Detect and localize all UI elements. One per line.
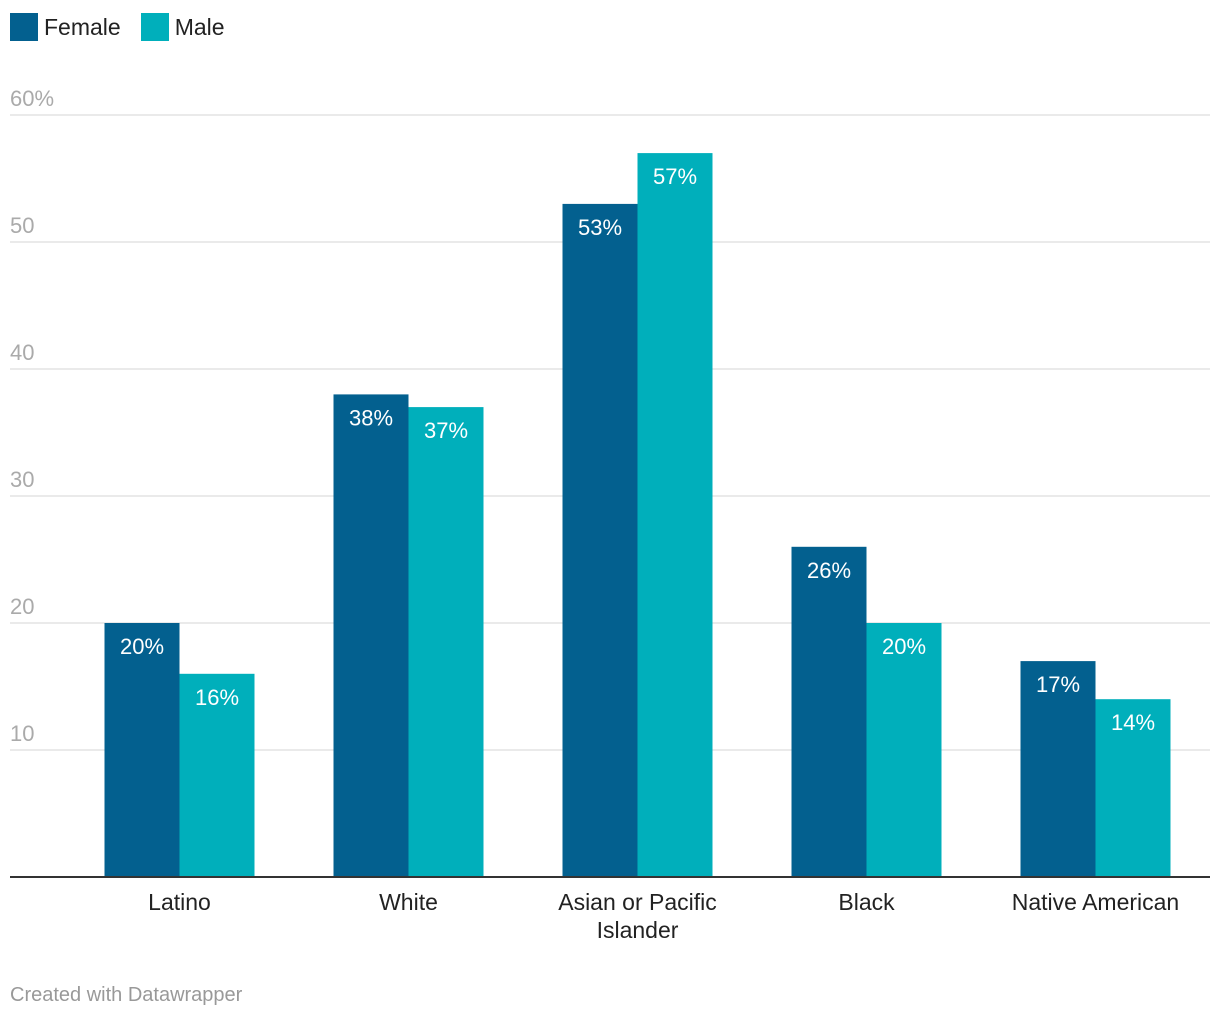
data-label: 17% [1036,672,1080,697]
y-tick-label: 30 [10,467,34,492]
bar [408,407,484,877]
bar [637,153,713,878]
bar [179,673,255,877]
x-tick-label: Asian or Pacific [558,889,717,915]
bar [1020,661,1096,877]
x-tick-label: Latino [148,889,211,915]
data-label: 20% [882,634,926,659]
y-tick-label: 50 [10,213,34,238]
legend-label-male: Male [174,13,225,40]
y-tick-label: 60% [10,86,54,111]
legend-item-female: Female [10,13,121,41]
bar [562,203,638,877]
bar [1095,699,1171,877]
bar [333,394,409,877]
data-label: 16% [195,685,239,710]
data-label: 37% [424,418,468,443]
x-tick-label: Black [838,889,895,915]
legend-swatch-male [140,13,169,41]
x-tick-label: Islander [597,917,679,943]
data-label: 26% [807,558,851,583]
bar [866,623,942,877]
bar [791,546,867,877]
data-label: 53% [578,215,622,240]
legend: Female Male [10,12,245,42]
y-tick-label: 40 [10,340,34,365]
y-tick-label: 20 [10,594,34,619]
legend-item-male: Male [140,13,225,41]
data-label: 14% [1111,710,1155,735]
x-tick-label: Native American [1012,889,1179,915]
data-label: 38% [349,405,393,430]
legend-swatch-female [10,13,38,41]
credit-text: Created with Datawrapper [10,984,243,1006]
data-label: 57% [653,164,697,189]
grouped-bar-chart: 10 20 30 40 50 60% 20% 16% Latino 38% 37% White 53% 5… [10,86,1210,943]
x-tick-label: White [379,889,438,915]
bar [104,623,180,877]
y-tick-label: 10 [10,721,34,746]
data-label: 20% [120,634,164,659]
legend-label-female: Female [44,13,121,40]
